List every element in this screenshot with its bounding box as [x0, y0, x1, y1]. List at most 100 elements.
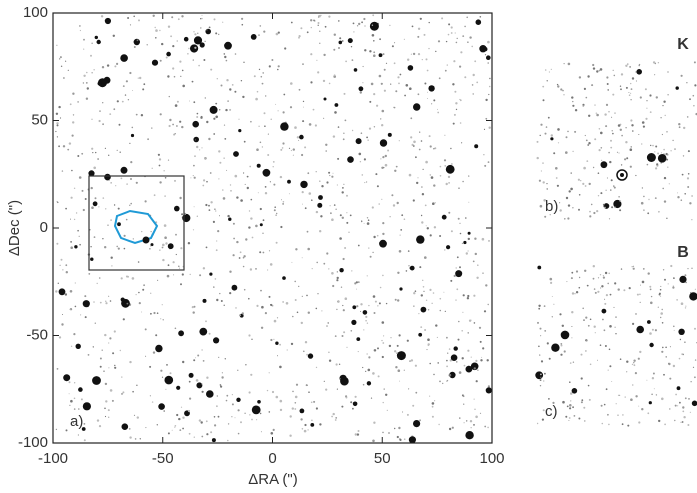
speckle: [201, 18, 202, 19]
speckle: [105, 416, 106, 417]
speckle: [129, 361, 131, 363]
speckle: [373, 93, 375, 95]
speckle: [363, 66, 364, 67]
y-tick-label: -100: [18, 434, 48, 451]
speckle: [267, 390, 268, 391]
speckle: [635, 313, 636, 314]
speckle: [656, 394, 657, 395]
speckle: [70, 219, 71, 220]
speckle: [566, 136, 568, 138]
speckle: [570, 400, 571, 401]
speckle: [593, 67, 595, 69]
speckle: [488, 304, 489, 305]
speckle: [344, 93, 346, 95]
speckle: [143, 83, 145, 85]
speckle: [662, 188, 664, 190]
speckle: [578, 209, 580, 211]
speckle: [388, 133, 392, 137]
speckle: [150, 395, 151, 396]
speckle: [235, 417, 236, 418]
speckle: [242, 24, 244, 26]
speckle: [419, 266, 421, 268]
speckle: [299, 135, 304, 140]
speckle: [378, 203, 380, 205]
speckle: [569, 381, 571, 383]
speckle: [464, 365, 466, 367]
speckle: [79, 236, 80, 237]
speckle: [466, 420, 467, 421]
speckle: [343, 331, 345, 333]
speckle: [630, 83, 631, 84]
speckle: [599, 70, 600, 71]
speckle: [123, 85, 125, 87]
speckle: [140, 438, 141, 439]
speckle: [646, 100, 647, 101]
speckle: [342, 335, 344, 337]
speckle: [609, 161, 611, 163]
speckle: [681, 75, 683, 77]
speckle: [258, 126, 259, 127]
speckle: [611, 206, 613, 208]
panel-label: c): [545, 403, 558, 420]
speckle: [352, 408, 354, 410]
speckle: [66, 271, 68, 273]
speckle: [360, 161, 361, 162]
speckle: [558, 142, 559, 143]
speckle: [429, 396, 430, 397]
speckle: [154, 194, 156, 196]
speckle: [653, 61, 655, 63]
speckle: [335, 419, 337, 421]
speckle: [369, 50, 371, 52]
speckle: [351, 320, 356, 325]
speckle: [589, 183, 591, 185]
speckle: [336, 279, 338, 281]
speckle: [218, 416, 220, 418]
speckle: [542, 86, 544, 88]
speckle: [376, 105, 378, 107]
speckle: [439, 381, 441, 383]
speckle: [323, 118, 324, 119]
speckle: [352, 59, 354, 61]
speckle: [626, 371, 627, 372]
speckle: [537, 423, 538, 424]
speckle: [412, 26, 414, 28]
speckle: [392, 45, 394, 47]
speckle: [372, 440, 375, 443]
speckle: [102, 66, 104, 68]
speckle: [110, 219, 112, 221]
speckle: [250, 374, 252, 376]
speckle: [385, 394, 387, 396]
speckle: [621, 164, 622, 165]
speckle: [328, 172, 330, 174]
speckle: [537, 322, 539, 324]
speckle: [639, 64, 640, 65]
speckle: [676, 299, 677, 300]
speckle: [695, 289, 696, 290]
speckle: [224, 158, 225, 159]
speckle: [411, 54, 412, 55]
speckle: [373, 236, 375, 238]
speckle: [292, 316, 294, 318]
speckle: [329, 175, 330, 176]
speckle: [574, 131, 576, 133]
speckle: [690, 292, 691, 293]
speckle: [413, 141, 416, 144]
speckle: [56, 113, 58, 115]
speckle: [363, 310, 368, 315]
speckle: [543, 181, 545, 183]
speckle: [601, 285, 603, 287]
speckle: [294, 281, 296, 283]
speckle: [174, 427, 175, 428]
speckle: [362, 367, 363, 368]
speckle: [365, 320, 367, 322]
speckle: [130, 24, 131, 25]
speckle: [113, 108, 115, 110]
speckle: [182, 417, 184, 419]
speckle: [589, 215, 591, 217]
speckle: [112, 400, 114, 402]
speckle: [100, 302, 102, 304]
speckle: [682, 421, 684, 423]
speckle: [203, 59, 205, 61]
speckle: [261, 327, 263, 329]
speckle: [439, 77, 441, 79]
